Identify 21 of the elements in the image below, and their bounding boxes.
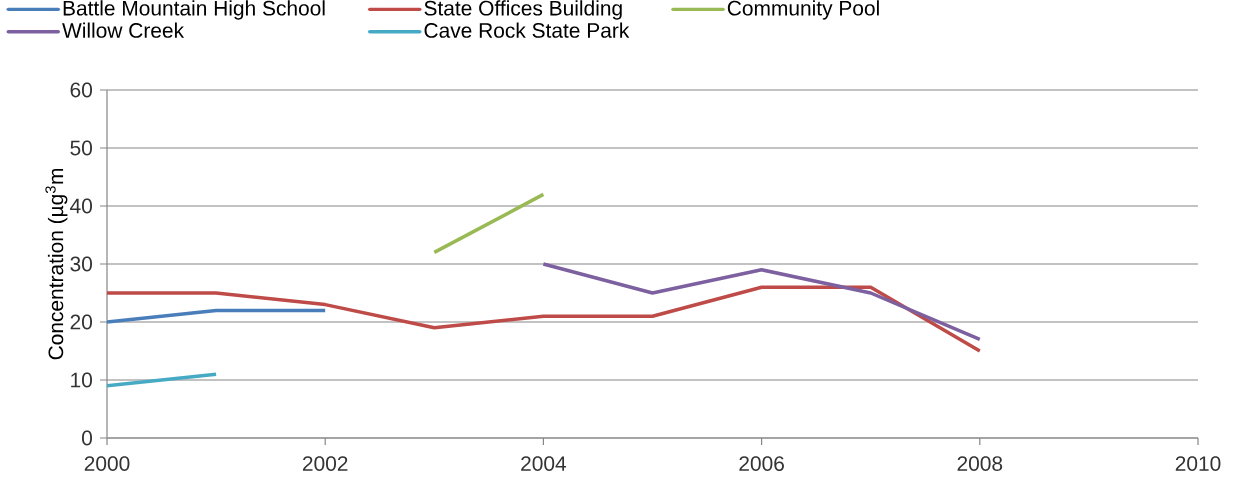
y-tick-label: 20 xyxy=(70,314,93,330)
x-tick-label: 2004 xyxy=(521,456,567,471)
y-tick-label: 0 xyxy=(82,430,93,446)
x-tick-label: 2000 xyxy=(84,456,130,471)
x-tick-label: 2006 xyxy=(739,456,784,471)
y-tick-label: 60 xyxy=(70,82,93,98)
x-tick-label: 2008 xyxy=(957,456,1003,471)
x-tick-label: 2010 xyxy=(1175,456,1221,471)
y-axis-title: Concentration (µg$^{3}$m xyxy=(45,168,68,360)
y-tick-label: 30 xyxy=(70,256,93,272)
legend-label: Battle Mountain High School xyxy=(63,0,325,20)
legend-label: Community Pool xyxy=(727,0,879,20)
y-tick-label: 40 xyxy=(70,198,93,214)
legend-label: Willow Creek xyxy=(62,22,185,38)
line-series xyxy=(541,262,982,342)
y-tick-label: 50 xyxy=(70,140,93,156)
line-series xyxy=(107,285,982,353)
y-tick-label: 10 xyxy=(71,372,93,388)
legend-label: State Offices Building xyxy=(424,0,622,20)
legend-label: Cave Rock State Park xyxy=(424,22,630,38)
x-tick-label: 2002 xyxy=(302,456,348,471)
